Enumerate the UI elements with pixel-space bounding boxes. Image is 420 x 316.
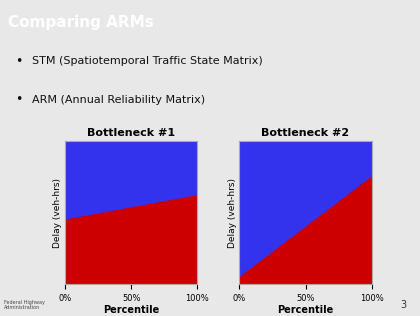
X-axis label: Percentile
Worst Day: Percentile Worst Day — [103, 305, 159, 316]
Title: Bottleneck #1: Bottleneck #1 — [87, 128, 175, 138]
Text: •: • — [15, 55, 22, 68]
Text: •: • — [15, 93, 22, 106]
Y-axis label: Delay (veh-hrs): Delay (veh-hrs) — [53, 178, 62, 247]
Text: Federal Highway
Administration: Federal Highway Administration — [4, 300, 45, 310]
X-axis label: Percentile
Worst Day: Percentile Worst Day — [278, 305, 333, 316]
Text: Comparing ARMs: Comparing ARMs — [8, 15, 154, 30]
Text: ARM (Annual Reliability Matrix): ARM (Annual Reliability Matrix) — [32, 94, 205, 105]
Y-axis label: Delay (veh-hrs): Delay (veh-hrs) — [228, 178, 236, 247]
Text: STM (Spatiotemporal Traffic State Matrix): STM (Spatiotemporal Traffic State Matrix… — [32, 56, 262, 66]
Title: Bottleneck #2: Bottleneck #2 — [262, 128, 349, 138]
Text: 3: 3 — [400, 300, 406, 310]
